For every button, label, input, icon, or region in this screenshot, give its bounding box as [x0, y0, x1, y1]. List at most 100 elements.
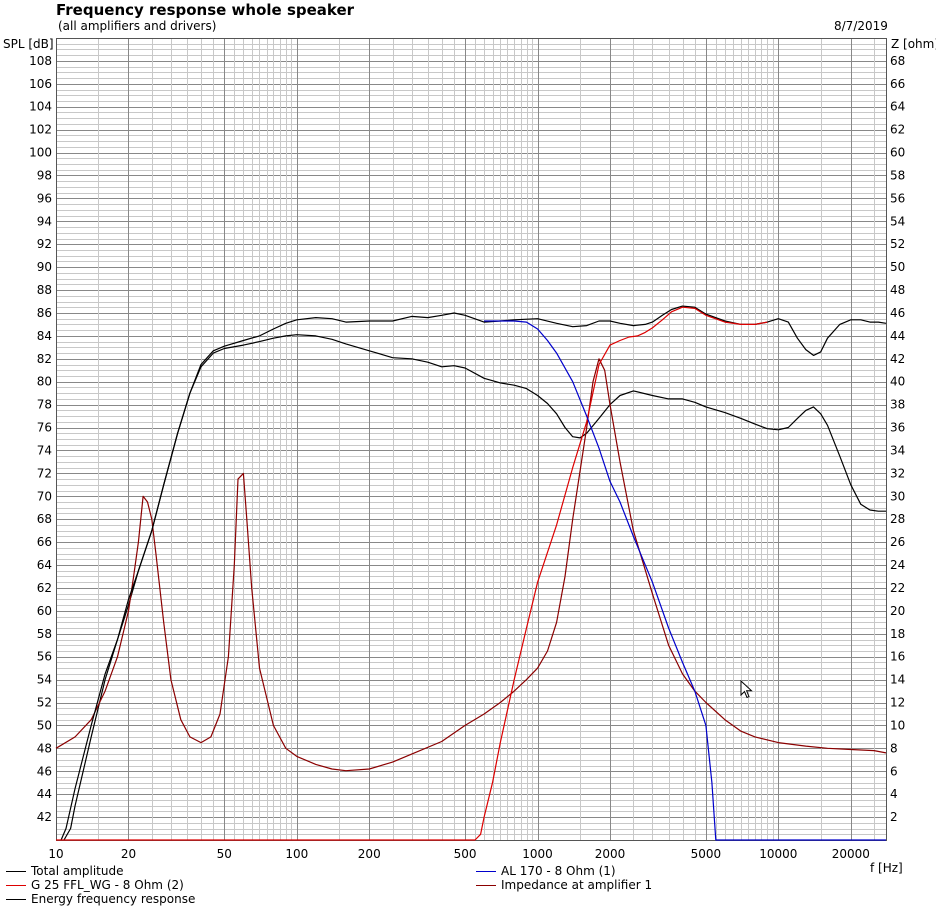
y-tick-label: 102: [29, 123, 52, 137]
y-tick-label: 104: [29, 100, 52, 114]
y-tick-label: 84: [37, 329, 52, 343]
y2-tick-label: 30: [890, 489, 905, 503]
legend-swatch: [6, 871, 26, 872]
y-tick-label: 48: [37, 741, 52, 755]
y-tick-label: 108: [29, 54, 52, 68]
y-axis-label: SPL [dB]: [3, 37, 54, 51]
y-tick-label: 96: [37, 191, 52, 205]
x-tick-label: 20: [121, 847, 136, 861]
legend-label: AL 170 - 8 Ohm (1): [501, 864, 616, 878]
chart-subtitle: (all amplifiers and drivers): [58, 19, 217, 33]
y2-tick-label: 58: [890, 168, 905, 182]
y2-tick-label: 56: [890, 191, 905, 205]
chart-date: 8/7/2019: [834, 19, 888, 33]
y2-tick-label: 2: [890, 810, 898, 824]
y2-tick-label: 10: [890, 718, 905, 732]
y2-tick-label: 46: [890, 306, 905, 320]
y-tick-label: 100: [29, 146, 52, 160]
chart-title: Frequency response whole speaker: [56, 1, 355, 19]
y-tick-label: 88: [37, 283, 52, 297]
series-line-impedance-at-amplifier-1: [55, 358, 887, 772]
legend-label: Impedance at amplifier 1: [501, 878, 653, 892]
legend-swatch: [476, 871, 496, 872]
x-tick-label: 20000: [832, 847, 870, 861]
y-tick-label: 68: [37, 512, 52, 526]
y2-tick-label: 4: [890, 787, 898, 801]
x-tick-label: 10: [48, 847, 63, 861]
y2-tick-label: 68: [890, 54, 905, 68]
y2-tick-label: 34: [890, 443, 905, 457]
y2-tick-label: 24: [890, 558, 905, 572]
y2-tick-label: 16: [890, 650, 905, 664]
legend-swatch: [476, 885, 496, 886]
legend-swatch: [6, 885, 26, 886]
x-tick-label: 5000: [691, 847, 722, 861]
x-tick-label: 1000: [522, 847, 553, 861]
y2-tick-label: 20: [890, 604, 905, 618]
x-tick-label: 500: [454, 847, 477, 861]
y2-tick-label: 60: [890, 146, 905, 160]
y2-tick-label: 66: [890, 77, 905, 91]
x-axis-label: f [Hz]: [870, 861, 903, 875]
y-tick-label: 94: [37, 214, 52, 228]
y-tick-label: 62: [37, 581, 52, 595]
y-tick-label: 66: [37, 535, 52, 549]
grid: [56, 38, 887, 841]
y2-tick-label: 50: [890, 260, 905, 274]
y2-tick-label: 26: [890, 535, 905, 549]
y2-tick-label: 42: [890, 352, 905, 366]
series: [55, 305, 887, 841]
y-tick-label: 50: [37, 718, 52, 732]
x-tick-label: 2000: [595, 847, 626, 861]
y-tick-label: 64: [37, 558, 52, 572]
y2-tick-label: 64: [890, 100, 905, 114]
y2-tick-label: 36: [890, 421, 905, 435]
y2-tick-label: 14: [890, 673, 905, 687]
legend-swatch: [6, 899, 26, 900]
y-tick-label: 60: [37, 604, 52, 618]
y-tick-label: 54: [37, 673, 52, 687]
mouse-cursor-icon: [740, 680, 753, 699]
y-tick-label: 86: [37, 306, 52, 320]
y-tick-label: 72: [37, 466, 52, 480]
y-tick-label: 82: [37, 352, 52, 366]
y-tick-label: 42: [37, 810, 52, 824]
y-tick-label: 74: [37, 443, 52, 457]
legend-label: Total amplitude: [31, 864, 124, 878]
y2-tick-label: 22: [890, 581, 905, 595]
y-tick-label: 106: [29, 77, 52, 91]
y2-axis-label: Z [ohm]: [891, 37, 936, 51]
axes: SPL [dB] Z [ohm] f [Hz] 4244464850525456…: [3, 37, 936, 875]
y2-tick-label: 62: [890, 123, 905, 137]
y2-tick-label: 28: [890, 512, 905, 526]
y2-tick-label: 44: [890, 329, 905, 343]
y2-tick-label: 12: [890, 696, 905, 710]
y2-tick-label: 40: [890, 375, 905, 389]
y2-tick-label: 18: [890, 627, 905, 641]
y2-tick-label: 8: [890, 741, 898, 755]
y-tick-label: 78: [37, 398, 52, 412]
y-tick-label: 56: [37, 650, 52, 664]
legend-label: Energy frequency response: [31, 892, 196, 906]
series-line-total-amplitude: [60, 305, 887, 841]
y2-tick-label: 32: [890, 466, 905, 480]
y-tick-label: 92: [37, 237, 52, 251]
y-tick-label: 76: [37, 421, 52, 435]
y2-tick-label: 38: [890, 398, 905, 412]
series-line-g-25-ffl-wg-8-ohm-2: [56, 306, 768, 841]
y-tick-label: 70: [37, 489, 52, 503]
y-tick-label: 58: [37, 627, 52, 641]
y2-tick-label: 54: [890, 214, 905, 228]
y2-tick-label: 6: [890, 764, 898, 778]
y2-tick-label: 48: [890, 283, 905, 297]
y-tick-label: 98: [37, 168, 52, 182]
legend-label: G 25 FFL_WG - 8 Ohm (2): [31, 878, 184, 892]
x-tick-label: 50: [217, 847, 232, 861]
x-tick-label: 10000: [759, 847, 797, 861]
y-tick-label: 44: [37, 787, 52, 801]
y-tick-label: 90: [37, 260, 52, 274]
y-tick-label: 46: [37, 764, 52, 778]
y-tick-label: 80: [37, 375, 52, 389]
series-line-al-170-8-ohm-1: [484, 320, 886, 841]
